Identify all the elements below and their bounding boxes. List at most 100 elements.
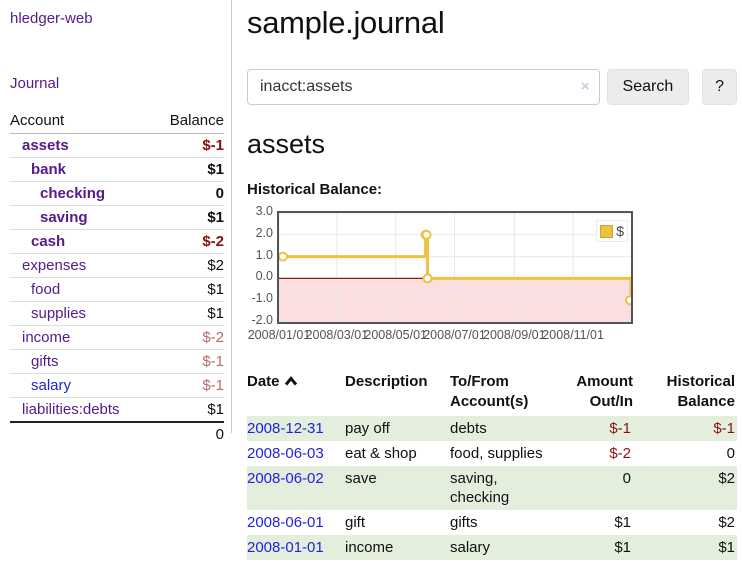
transaction-amount: $1 bbox=[614, 539, 631, 556]
account-row: food $1 bbox=[10, 277, 224, 302]
chart-heading: Historical Balance: bbox=[247, 181, 383, 198]
y-axis-tick-label: 3.0 bbox=[255, 204, 273, 218]
account-row: checking 0 bbox=[10, 181, 224, 206]
register-row: 2008-06-01 gift gifts $1 $2 bbox=[247, 510, 737, 535]
account-link-gifts[interactable]: gifts bbox=[31, 353, 59, 370]
x-axis-tick-label: 2008/01/01 bbox=[247, 328, 311, 342]
transaction-date-link[interactable]: 2008-06-01 bbox=[247, 514, 324, 531]
account-balance: $1 bbox=[153, 157, 224, 182]
transaction-balance: $1 bbox=[718, 539, 735, 556]
legend-label: $ bbox=[616, 223, 624, 239]
account-balance: $-1 bbox=[153, 349, 224, 374]
account-row: salary $-1 bbox=[10, 373, 224, 398]
transaction-balance: $-1 bbox=[713, 420, 735, 437]
transaction-description: save bbox=[345, 470, 377, 487]
y-axis-tick-label: 0.0 bbox=[255, 269, 273, 284]
account-row: supplies $1 bbox=[10, 301, 224, 326]
transaction-balance: $2 bbox=[718, 470, 735, 487]
search-bar: × Search ? bbox=[247, 69, 737, 105]
transaction-date-link[interactable]: 2008-01-01 bbox=[247, 539, 324, 556]
transaction-description: income bbox=[345, 539, 394, 556]
account-link-food[interactable]: food bbox=[31, 281, 61, 298]
transaction-amount: 0 bbox=[622, 470, 631, 487]
account-balance: $1 bbox=[153, 205, 224, 230]
account-row: saving $1 bbox=[10, 205, 224, 230]
transaction-date-link[interactable]: 2008-06-03 bbox=[247, 445, 324, 462]
account-balance: $1 bbox=[153, 277, 224, 302]
transaction-accounts: saving, checking bbox=[450, 470, 510, 506]
y-axis-tick-label: -1.0 bbox=[251, 291, 273, 306]
account-link-liabilities-debts[interactable]: liabilities:debts bbox=[22, 401, 120, 418]
y-axis-tick-label: -2.0 bbox=[251, 313, 273, 327]
x-axis-tick-label: 2008/05/01 bbox=[364, 328, 427, 342]
account-row: liabilities:debts $1 bbox=[10, 397, 224, 423]
account-row: gifts $-1 bbox=[10, 349, 224, 374]
sidebar-divider bbox=[231, 0, 232, 433]
transaction-accounts: debts bbox=[450, 420, 487, 437]
legend-swatch bbox=[600, 224, 614, 238]
transaction-description: gift bbox=[345, 514, 366, 531]
x-axis-tick-label: 2008/07/01 bbox=[423, 328, 486, 342]
account-link-salary[interactable]: salary bbox=[31, 377, 72, 394]
account-link-cash[interactable]: cash bbox=[31, 233, 66, 250]
account-balance: $1 bbox=[153, 397, 224, 423]
transaction-accounts: food, supplies bbox=[450, 445, 543, 462]
account-link-income[interactable]: income bbox=[22, 329, 71, 346]
account-link-supplies[interactable]: supplies bbox=[31, 305, 87, 322]
account-balance: $-2 bbox=[153, 229, 224, 254]
brand-link[interactable]: hledger-web bbox=[10, 10, 93, 27]
register-row: 2008-12-31 pay off debts $-1 $-1 bbox=[247, 416, 737, 441]
register-header-date[interactable]: Date bbox=[247, 370, 345, 416]
accounts-column-header: Account bbox=[10, 109, 154, 134]
account-row: bank $1 bbox=[10, 157, 224, 182]
account-link-checking[interactable]: checking bbox=[40, 185, 106, 202]
sort-ascending-icon bbox=[284, 373, 298, 393]
account-balance: $-2 bbox=[153, 325, 224, 350]
account-balance: $1 bbox=[153, 301, 224, 326]
account-link-saving[interactable]: saving bbox=[40, 209, 88, 226]
y-axis-tick-label: 1.0 bbox=[255, 247, 273, 262]
account-balance: $-1 bbox=[153, 133, 224, 158]
transaction-date-link[interactable]: 2008-12-31 bbox=[247, 420, 324, 437]
total-row: 0 bbox=[10, 421, 224, 446]
register-header-description: Description bbox=[345, 373, 428, 390]
sidebar-item-journal[interactable]: Journal bbox=[10, 75, 60, 92]
transaction-accounts: gifts bbox=[450, 514, 478, 531]
search-button[interactable]: Search bbox=[606, 69, 690, 105]
account-balance-table: Account Balance assets $-1 bank $1 checking 0… bbox=[10, 109, 224, 446]
transaction-amount: $-1 bbox=[609, 420, 631, 437]
register-row: 2008-06-02 save saving, checking 0 $2 bbox=[247, 466, 737, 510]
register-row: 2008-01-01 income salary $1 $1 bbox=[247, 535, 737, 560]
historical-balance-chart: $ 3.0 2.0 1.0 0.0 -1.0 -2.0 2008/01/01 2008/03/… bbox=[247, 204, 737, 354]
balance-column-header: Balance bbox=[153, 109, 224, 134]
x-axis-tick-label: 2008/09/01 bbox=[483, 328, 546, 342]
x-axis-tick-label: 2008/11/01 bbox=[542, 328, 604, 342]
y-axis-tick-label: 2.0 bbox=[255, 225, 273, 240]
transaction-description: pay off bbox=[345, 420, 390, 437]
chart-plot-area: $ bbox=[277, 211, 633, 324]
sidebar: hledger-web Journal Account Balance asse… bbox=[0, 0, 231, 446]
register-header-balance: Historical Balance bbox=[666, 373, 735, 410]
account-title: assets bbox=[247, 129, 326, 159]
help-button[interactable]: ? bbox=[702, 69, 737, 105]
register-table: Date Description To/From Account(s) Amou… bbox=[247, 370, 737, 560]
transaction-description: eat & shop bbox=[345, 445, 417, 462]
transaction-amount: $-2 bbox=[609, 445, 631, 462]
register-row: 2008-06-03 eat & shop food, supplies $-2 0 bbox=[247, 441, 737, 466]
clear-search-icon[interactable]: × bbox=[580, 78, 590, 95]
register-header-amount: Amount Out/In bbox=[576, 373, 633, 410]
transaction-accounts: salary bbox=[450, 539, 491, 556]
transaction-balance: 0 bbox=[726, 445, 735, 462]
account-row: cash $-2 bbox=[10, 229, 224, 254]
register-header-accounts: To/From Account(s) bbox=[450, 373, 529, 410]
total-balance: 0 bbox=[153, 421, 224, 446]
transaction-date-link[interactable]: 2008-06-02 bbox=[247, 470, 324, 487]
account-row: income $-2 bbox=[10, 325, 224, 350]
account-row: assets $-1 bbox=[10, 133, 224, 158]
account-link-expenses[interactable]: expenses bbox=[22, 257, 87, 274]
account-balance: 0 bbox=[153, 181, 224, 206]
account-link-assets[interactable]: assets bbox=[22, 137, 69, 154]
search-input[interactable] bbox=[247, 69, 600, 105]
account-row: expenses $2 bbox=[10, 253, 224, 278]
account-link-bank[interactable]: bank bbox=[31, 161, 67, 178]
